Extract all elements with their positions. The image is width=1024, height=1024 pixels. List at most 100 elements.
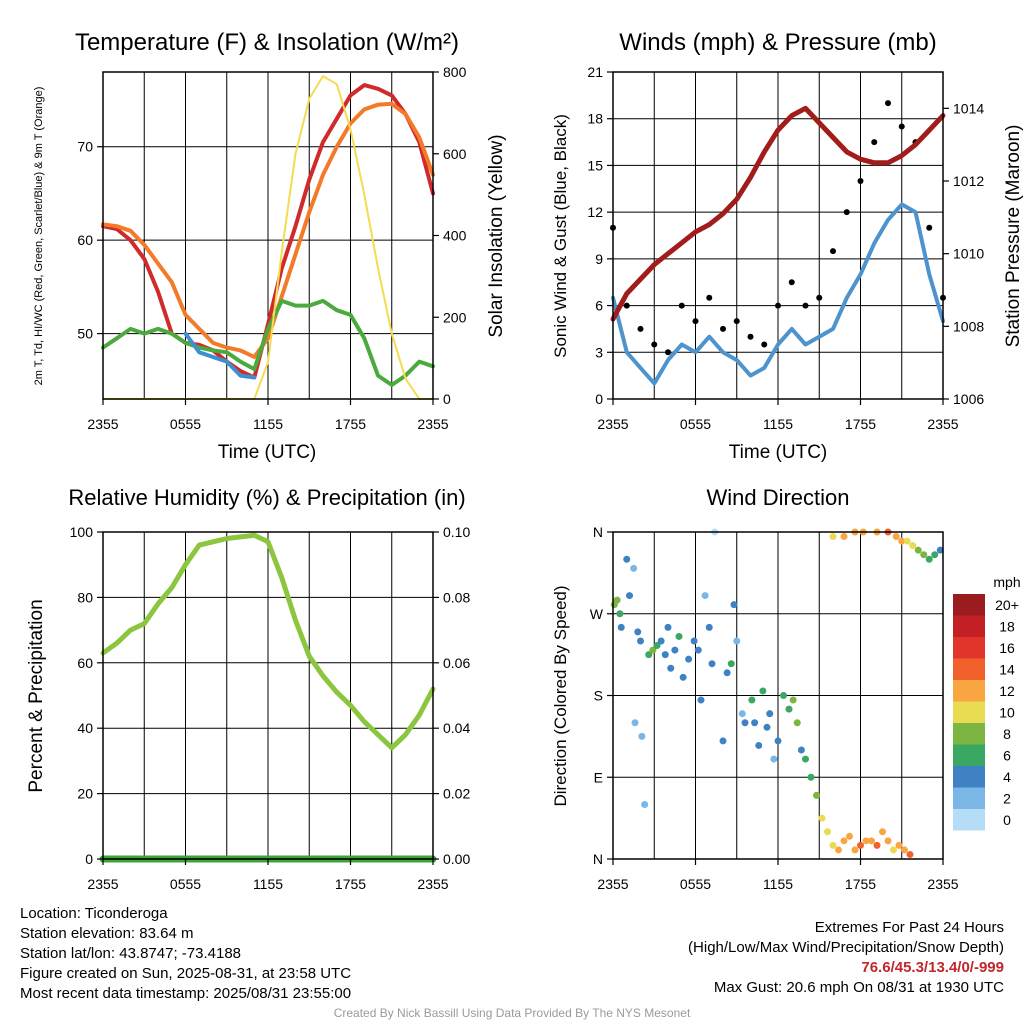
direction-point xyxy=(903,537,911,545)
direction-time-ticks: 2355 0555 1155 1755 2355 xyxy=(597,859,959,892)
gust-point xyxy=(871,139,878,146)
direction-point xyxy=(623,555,631,563)
credit-line: Created By Nick Bassill Using Data Provi… xyxy=(333,1006,691,1020)
winds-right-ticks: 1006 1008 1010 1012 1014 xyxy=(943,100,984,407)
legend-swatch xyxy=(953,637,985,659)
direction-point xyxy=(630,564,638,572)
series-t2m xyxy=(101,83,435,380)
y-tick-label: 21 xyxy=(587,64,603,80)
legend-label: 10 xyxy=(999,705,1015,721)
direction-point xyxy=(701,592,709,600)
y-tick-label: 3 xyxy=(595,344,603,360)
direction-point xyxy=(846,832,853,840)
speed-legend: 20+ 18 16 14 12 10 8 6 4 2 0 xyxy=(953,594,1019,831)
direction-point xyxy=(770,755,778,763)
direction-point xyxy=(631,719,639,727)
legend-swatch xyxy=(953,615,985,637)
y-tick-label: 200 xyxy=(443,309,467,325)
y-tick-label: 50 xyxy=(77,326,93,342)
gust-point xyxy=(651,341,658,348)
y-tick-label: 20 xyxy=(77,786,93,802)
gust-point xyxy=(733,318,740,325)
y-tick-label: 60 xyxy=(77,232,93,248)
direction-point xyxy=(824,828,831,836)
gust-point xyxy=(843,209,850,216)
temperature-time-ticks: 2355 0555 1155 1755 2355 xyxy=(87,399,449,432)
direction-points xyxy=(610,528,944,858)
direction-point xyxy=(727,660,735,668)
direction-point xyxy=(664,623,672,631)
y-tick-label: 0.04 xyxy=(443,720,470,736)
direction-point xyxy=(909,542,917,550)
direction-point xyxy=(637,637,644,645)
temperature-title: Temperature (F) & Insolation (W/m²) xyxy=(75,29,459,56)
x-tick-label: 1155 xyxy=(253,416,283,432)
temperature-xlabel: Time (UTC) xyxy=(218,442,317,463)
y-tick-label: 1012 xyxy=(953,173,984,189)
legend-label: 16 xyxy=(999,640,1015,656)
winds-ylabel-right: Station Pressure (Maroon) xyxy=(1003,125,1024,348)
y-tick-label: 1014 xyxy=(953,100,984,116)
direction-point xyxy=(613,596,621,604)
y-tick-label: 12 xyxy=(587,204,603,220)
temperature-ylabel-right: Solar Insolation (Yellow) xyxy=(486,134,507,337)
y-tick-label: 60 xyxy=(77,655,93,671)
direction-point xyxy=(879,828,886,836)
series-rh xyxy=(100,532,436,751)
y-tick-label: 0.02 xyxy=(443,786,470,802)
x-tick-label: 1155 xyxy=(763,416,793,432)
speed-legend-title: mph xyxy=(993,574,1020,590)
direction-point xyxy=(708,660,716,668)
winds-ylabel-left: Sonic Wind & Gust (Blue, Black) xyxy=(551,114,570,358)
direction-point xyxy=(890,846,897,854)
direction-point xyxy=(813,791,820,799)
legend-label: 2 xyxy=(1003,791,1011,807)
direction-point xyxy=(780,692,787,699)
direction-point xyxy=(793,719,801,727)
direction-point xyxy=(653,642,661,650)
humidity-left-ticks: 0 20 40 60 80 100 xyxy=(70,524,103,867)
x-tick-label: 1755 xyxy=(845,876,876,892)
direction-point xyxy=(751,719,759,727)
y-tick-label: 0.10 xyxy=(443,524,470,540)
y-tick-label: W xyxy=(590,606,604,622)
direction-point xyxy=(914,546,922,554)
direction-point xyxy=(840,533,848,541)
temperature-left-ticks: 50 60 70 xyxy=(77,139,103,342)
x-tick-label: 2355 xyxy=(87,876,118,892)
recent-timestamp: Most recent data timestamp: 2025/08/31 2… xyxy=(20,985,352,1002)
direction-point xyxy=(763,723,771,731)
direction-point xyxy=(857,841,864,849)
x-tick-label: 2355 xyxy=(87,416,118,432)
y-tick-label: S xyxy=(594,688,603,704)
legend-swatch xyxy=(953,766,985,788)
extremes-block: Extremes For Past 24 Hours (High/Low/Max… xyxy=(688,918,1004,998)
gust-point xyxy=(761,341,768,348)
direction-point xyxy=(920,551,928,559)
y-tick-label: 0 xyxy=(595,391,603,407)
legend-swatch xyxy=(953,809,985,831)
y-tick-label: 1010 xyxy=(953,246,984,262)
figure-created: Figure created on Sun, 2025-08-31, at 23… xyxy=(20,965,352,982)
gust-point xyxy=(857,178,864,184)
direction-point xyxy=(829,841,837,849)
direction-point xyxy=(829,533,837,541)
direction-point xyxy=(862,837,870,845)
y-tick-label: 0 xyxy=(443,391,451,407)
legend-label: 18 xyxy=(999,619,1015,635)
y-tick-label: 0.08 xyxy=(443,589,470,605)
gust-point xyxy=(637,325,644,332)
y-tick-label: E xyxy=(594,769,603,785)
humidity-right-ticks: 0.00 0.02 0.04 0.06 0.08 0.10 xyxy=(433,524,470,867)
legend-label: 0 xyxy=(1003,812,1011,828)
direction-point xyxy=(694,646,702,654)
direction-point xyxy=(868,837,875,845)
direction-point xyxy=(898,537,906,545)
y-tick-label: 40 xyxy=(77,720,93,736)
y-tick-label: 9 xyxy=(595,251,603,267)
legend-swatch xyxy=(953,723,985,745)
direction-point xyxy=(840,837,848,845)
y-tick-label: 6 xyxy=(595,298,603,314)
direction-point xyxy=(925,555,933,563)
direction-point xyxy=(679,673,687,681)
